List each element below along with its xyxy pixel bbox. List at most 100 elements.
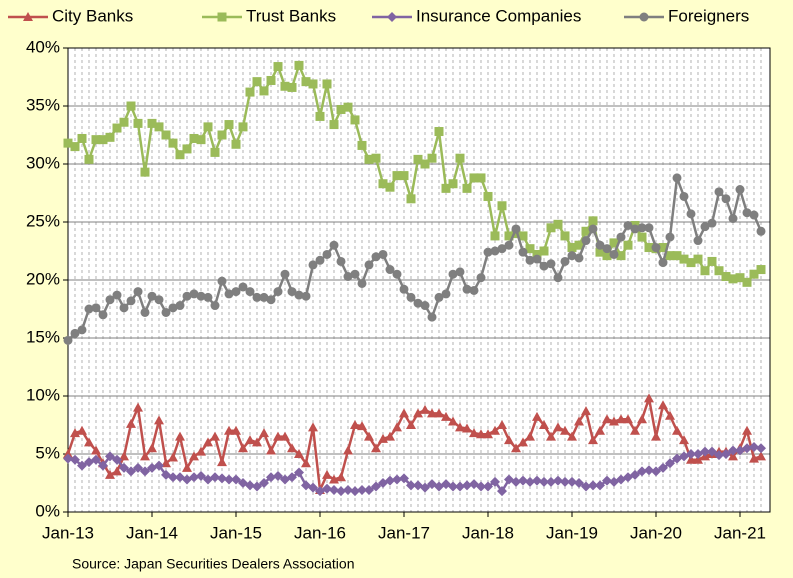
- marker: [707, 446, 717, 457]
- marker: [63, 453, 73, 464]
- marker: [112, 123, 122, 133]
- marker: [182, 291, 192, 301]
- marker: [714, 187, 724, 197]
- marker: [546, 223, 556, 233]
- marker: [252, 292, 262, 302]
- marker: [483, 429, 493, 439]
- marker: [294, 467, 304, 478]
- marker: [273, 62, 283, 72]
- marker: [210, 431, 220, 441]
- marker: [161, 458, 171, 468]
- marker: [301, 291, 311, 301]
- marker: [63, 335, 73, 345]
- marker: [322, 79, 332, 89]
- marker: [175, 431, 185, 441]
- marker: [168, 472, 178, 483]
- marker: [308, 260, 318, 270]
- marker: [651, 431, 661, 441]
- marker: [161, 130, 171, 140]
- marker: [728, 214, 738, 224]
- marker: [448, 269, 458, 279]
- legend-marker: [217, 12, 227, 22]
- marker: [385, 265, 395, 275]
- marker: [644, 223, 654, 233]
- marker: [749, 210, 759, 220]
- marker: [357, 484, 367, 495]
- marker: [672, 173, 682, 183]
- marker: [350, 115, 360, 125]
- marker: [616, 232, 626, 242]
- marker: [273, 431, 283, 441]
- marker: [581, 481, 591, 492]
- marker: [427, 312, 437, 322]
- marker: [616, 251, 626, 261]
- marker: [623, 414, 633, 424]
- marker: [749, 442, 759, 453]
- marker: [112, 466, 122, 476]
- marker: [364, 154, 374, 164]
- marker: [154, 460, 164, 471]
- y-tick-label: 5%: [35, 443, 60, 462]
- marker: [462, 183, 472, 193]
- x-tick-label: Jan-17: [378, 523, 430, 542]
- marker: [378, 249, 388, 259]
- marker: [413, 298, 423, 308]
- marker: [231, 287, 241, 297]
- marker: [756, 265, 766, 275]
- marker: [693, 254, 703, 264]
- marker: [63, 138, 73, 148]
- marker: [98, 460, 108, 471]
- marker: [406, 480, 416, 491]
- marker: [511, 229, 521, 239]
- marker: [287, 287, 297, 297]
- marker: [721, 272, 731, 282]
- marker: [364, 484, 374, 495]
- marker: [448, 179, 458, 189]
- marker: [329, 474, 339, 484]
- marker: [476, 273, 486, 283]
- marker: [238, 122, 248, 132]
- legend-label: Trust Banks: [246, 6, 336, 25]
- marker: [140, 466, 150, 477]
- marker: [553, 475, 563, 486]
- marker: [63, 449, 73, 458]
- marker: [595, 247, 605, 257]
- marker: [714, 266, 724, 276]
- marker: [532, 249, 542, 259]
- source-note: Source: Japan Securities Dealers Associa…: [72, 556, 354, 572]
- marker: [637, 223, 647, 233]
- marker: [665, 251, 675, 261]
- marker: [714, 450, 724, 461]
- marker: [693, 236, 703, 246]
- marker: [161, 307, 171, 317]
- marker: [546, 259, 556, 269]
- marker: [686, 209, 696, 219]
- marker: [469, 428, 479, 438]
- marker: [490, 476, 500, 487]
- x-tick-label: Jan-13: [42, 523, 94, 542]
- y-tick-label: 25%: [26, 211, 60, 230]
- marker: [728, 445, 738, 456]
- marker: [245, 87, 255, 97]
- plot-border: [67, 47, 771, 513]
- marker: [77, 325, 87, 335]
- y-tick-label: 30%: [26, 153, 60, 172]
- marker: [329, 240, 339, 250]
- marker: [532, 254, 542, 264]
- marker: [644, 393, 654, 403]
- marker: [224, 425, 234, 435]
- marker: [588, 480, 598, 491]
- marker: [336, 256, 346, 266]
- marker: [728, 451, 738, 461]
- marker: [378, 433, 388, 443]
- marker: [602, 244, 612, 254]
- marker: [539, 420, 549, 429]
- marker: [273, 287, 283, 297]
- marker: [637, 414, 647, 424]
- marker: [707, 218, 717, 228]
- marker: [168, 303, 178, 313]
- marker: [595, 425, 605, 435]
- marker: [189, 472, 199, 483]
- marker: [266, 472, 276, 483]
- marker: [350, 420, 360, 429]
